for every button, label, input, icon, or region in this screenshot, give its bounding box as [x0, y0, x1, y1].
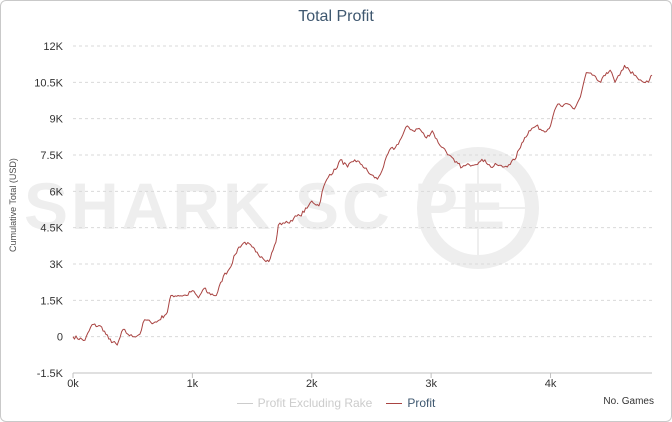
- y-tick-label: 7.5K: [40, 150, 63, 162]
- legend-item-profit[interactable]: Profit: [386, 396, 435, 410]
- chart-title: Total Profit: [298, 8, 374, 25]
- y-tick-label: 3K: [50, 259, 64, 271]
- x-tick-label: 0k: [67, 378, 79, 390]
- x-axis: 0k 1k 2k 3k 4k: [67, 372, 652, 390]
- legend-swatch-profit-excluding-rake: [236, 402, 253, 404]
- y-tick-label: 10.5K: [34, 77, 63, 89]
- legend-item-profit-excluding-rake[interactable]: Profit Excluding Rake: [236, 396, 373, 410]
- x-tick-label: 1k: [187, 378, 199, 390]
- chart-legend: Profit Excluding Rake Profit: [0, 396, 672, 410]
- chart-grid: [73, 45, 652, 374]
- y-tick-label: 0: [57, 332, 63, 344]
- profit-series-line: [72, 64, 653, 346]
- y-tick-label: -1.5K: [37, 368, 64, 380]
- x-tick-label: 2k: [306, 378, 318, 390]
- y-tick-label: 4.5K: [40, 223, 63, 235]
- y-tick-label: 12K: [43, 41, 63, 53]
- x-tick-label: 3k: [425, 378, 437, 390]
- legend-swatch-profit: [386, 402, 403, 404]
- chart-series: [72, 64, 653, 346]
- y-tick-label: 6K: [50, 186, 64, 198]
- watermark-crosshair-icon: [417, 147, 539, 269]
- x-axis-label: No. Games: [603, 396, 654, 407]
- legend-label-profit: Profit: [407, 396, 436, 410]
- x-tick-label: 4k: [545, 378, 557, 390]
- legend-label-profit-excluding-rake: Profit Excluding Rake: [257, 396, 373, 410]
- y-tick-label: 9K: [50, 114, 64, 126]
- y-tick-label: 1.5K: [40, 295, 63, 307]
- y-axis-ticks: -1.5K 0 1.5K 3K 4.5K 6K 7.5K 9K 10.5K 12K: [34, 41, 63, 380]
